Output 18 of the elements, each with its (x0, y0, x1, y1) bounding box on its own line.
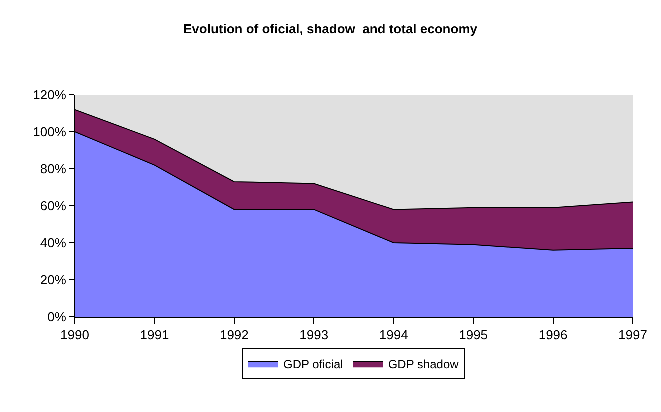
x-tick-label: 1990 (60, 328, 90, 343)
y-tick-label: 60% (40, 198, 67, 214)
legend-label: GDP oficial (284, 357, 344, 372)
y-tick-label: 40% (40, 236, 67, 251)
chart-title: Evolution of oficial, shadow and total economy (184, 21, 478, 36)
y-tick-label: 0% (48, 310, 67, 325)
y-tick-label: 120% (33, 88, 67, 103)
x-tick-label: 1991 (140, 328, 170, 343)
y-tick-label: 100% (33, 124, 67, 140)
y-tick-label: 20% (40, 272, 67, 288)
x-tick-label: 1995 (459, 328, 488, 343)
x-tick-label: 1994 (379, 328, 408, 343)
legend-label: GDP shadow (388, 357, 460, 372)
x-tick-label: 1996 (538, 328, 568, 343)
x-tick-label: 1997 (618, 328, 648, 343)
x-tick-label: 1992 (220, 328, 249, 343)
x-tick-label: 1993 (300, 328, 329, 343)
y-tick-label: 80% (40, 162, 67, 177)
